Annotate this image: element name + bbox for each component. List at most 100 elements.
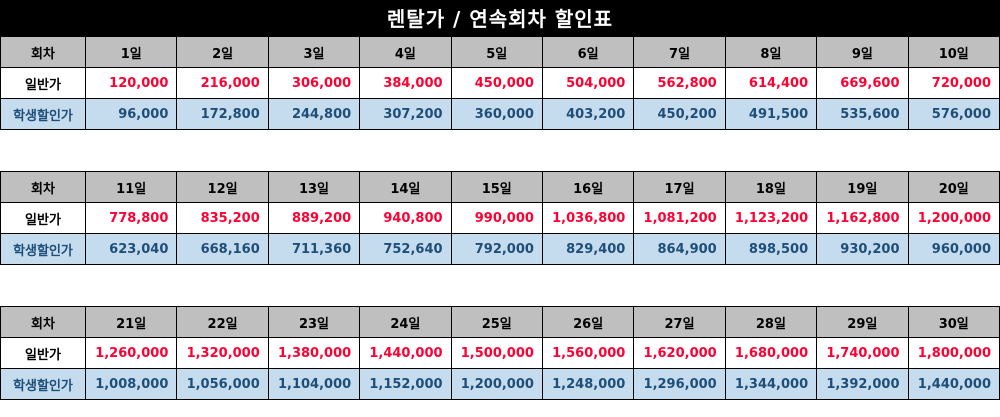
day-cell: 9일: [816, 36, 909, 68]
round-label: 회차: [0, 171, 86, 203]
day-cell: 13일: [267, 171, 361, 203]
normal-price-cell: 835,200: [176, 202, 269, 234]
student-price-cell: 711,360: [267, 233, 361, 265]
normal-price-cell: 1,740,000: [816, 337, 909, 369]
normal-price-cell: 1,200,000: [907, 202, 1000, 234]
day-cell: 23일: [267, 306, 361, 338]
student-price-cell: 898,500: [724, 233, 818, 265]
day-cell: 30일: [907, 306, 1000, 338]
student-price-cell: 172,800: [176, 98, 269, 130]
round-header-row: 회차 21일 22일 23일 24일 25일 26일 27일 28일 29일 30일: [0, 306, 1000, 338]
student-price-cell: 403,200: [541, 98, 635, 130]
normal-price-cell: 940,800: [359, 202, 452, 234]
day-cell: 3일: [267, 36, 361, 68]
normal-price-cell: 120,000: [84, 67, 178, 99]
day-cell: 27일: [633, 306, 726, 338]
normal-price-cell: 1,123,200: [724, 202, 818, 234]
normal-price-cell: 1,560,000: [541, 337, 635, 369]
normal-price-cell: 306,000: [267, 67, 361, 99]
normal-price-cell: 778,800: [84, 202, 178, 234]
student-price-cell: 307,200: [359, 98, 452, 130]
day-cell: 16일: [541, 171, 635, 203]
day-cell: 29일: [816, 306, 909, 338]
student-price-cell: 96,000: [84, 98, 178, 130]
day-cell: 20일: [907, 171, 1000, 203]
student-price-cell: 1,200,000: [450, 368, 543, 400]
student-price-cell: 1,008,000: [84, 368, 178, 400]
day-cell: 6일: [541, 36, 635, 68]
day-cell: 1일: [84, 36, 178, 68]
day-cell: 12일: [176, 171, 269, 203]
day-cell: 14일: [359, 171, 452, 203]
student-price-cell: 1,056,000: [176, 368, 269, 400]
normal-price-cell: 1,440,000: [359, 337, 452, 369]
day-cell: 24일: [359, 306, 452, 338]
normal-price-cell: 1,081,200: [633, 202, 726, 234]
student-price-cell: 623,040: [84, 233, 178, 265]
day-cell: 18일: [724, 171, 818, 203]
price-table-block: 회차 11일 12일 13일 14일 15일 16일 17일 18일 19일 20일 일반가 778,8…: [0, 171, 1000, 265]
student-price-cell: 360,000: [450, 98, 543, 130]
student-price-cell: 930,200: [816, 233, 909, 265]
student-price-cell: 1,296,000: [633, 368, 726, 400]
day-cell: 2일: [176, 36, 269, 68]
normal-price-cell: 1,320,000: [176, 337, 269, 369]
day-cell: 4일: [359, 36, 452, 68]
day-cell: 8일: [724, 36, 818, 68]
student-price-cell: 1,248,000: [541, 368, 635, 400]
student-price-cell: 1,392,000: [816, 368, 909, 400]
normal-price-cell: 1,036,800: [541, 202, 635, 234]
price-table-block: 회차 21일 22일 23일 24일 25일 26일 27일 28일 29일 30일 일반가 1,260…: [0, 306, 1000, 400]
normal-price-cell: 1,260,000: [84, 337, 178, 369]
normal-price-cell: 1,800,000: [907, 337, 1000, 369]
normal-price-cell: 889,200: [267, 202, 361, 234]
normal-price-label: 일반가: [0, 337, 86, 369]
day-cell: 7일: [633, 36, 726, 68]
student-price-cell: 829,400: [541, 233, 635, 265]
student-price-cell: 752,640: [359, 233, 452, 265]
day-cell: 26일: [541, 306, 635, 338]
student-price-label: 학생할인가: [0, 368, 86, 400]
day-cell: 21일: [84, 306, 178, 338]
day-cell: 19일: [816, 171, 909, 203]
student-price-cell: 576,000: [907, 98, 1000, 130]
day-cell: 5일: [450, 36, 543, 68]
round-header-row: 회차 11일 12일 13일 14일 15일 16일 17일 18일 19일 20일: [0, 171, 1000, 203]
day-cell: 25일: [450, 306, 543, 338]
student-price-cell: 960,000: [907, 233, 1000, 265]
day-cell: 15일: [450, 171, 543, 203]
normal-price-cell: 720,000: [907, 67, 1000, 99]
normal-price-cell: 1,680,000: [724, 337, 818, 369]
day-cell: 10일: [907, 36, 1000, 68]
normal-price-cell: 1,380,000: [267, 337, 361, 369]
student-price-cell: 1,440,000: [907, 368, 1000, 400]
day-cell: 17일: [633, 171, 726, 203]
student-price-cell: 244,800: [267, 98, 361, 130]
day-cell: 28일: [724, 306, 818, 338]
student-price-cell: 864,900: [633, 233, 726, 265]
student-price-cell: 1,152,000: [359, 368, 452, 400]
student-price-row: 학생할인가 96,000 172,800 244,800 307,200 360,000 4…: [0, 98, 1000, 130]
student-price-label: 학생할인가: [0, 233, 86, 265]
student-price-cell: 1,344,000: [724, 368, 818, 400]
normal-price-cell: 450,000: [450, 67, 543, 99]
normal-price-cell: 504,000: [541, 67, 635, 99]
normal-price-label: 일반가: [0, 67, 86, 99]
normal-price-label: 일반가: [0, 202, 86, 234]
student-price-cell: 792,000: [450, 233, 543, 265]
normal-price-row: 일반가 1,260,000 1,320,000 1,380,000 1,440,000 1…: [0, 337, 1000, 369]
round-label: 회차: [0, 36, 86, 68]
round-header-row: 회차 1일 2일 3일 4일 5일 6일 7일 8일 9일 10일: [0, 36, 1000, 68]
normal-price-cell: 614,400: [724, 67, 818, 99]
student-price-row: 학생할인가 623,040 668,160 711,360 752,640 792,000…: [0, 233, 1000, 265]
round-label: 회차: [0, 306, 86, 338]
normal-price-cell: 1,162,800: [816, 202, 909, 234]
sheet-title: 렌탈가 / 연속회차 할인표: [0, 0, 1000, 36]
normal-price-cell: 1,500,000: [450, 337, 543, 369]
price-table-block: 회차 1일 2일 3일 4일 5일 6일 7일 8일 9일 10일 일반가 120,000 216,000…: [0, 36, 1000, 130]
normal-price-cell: 216,000: [176, 67, 269, 99]
student-price-row: 학생할인가 1,008,000 1,056,000 1,104,000 1,152,00…: [0, 368, 1000, 400]
student-price-cell: 535,600: [816, 98, 909, 130]
normal-price-cell: 1,620,000: [633, 337, 726, 369]
